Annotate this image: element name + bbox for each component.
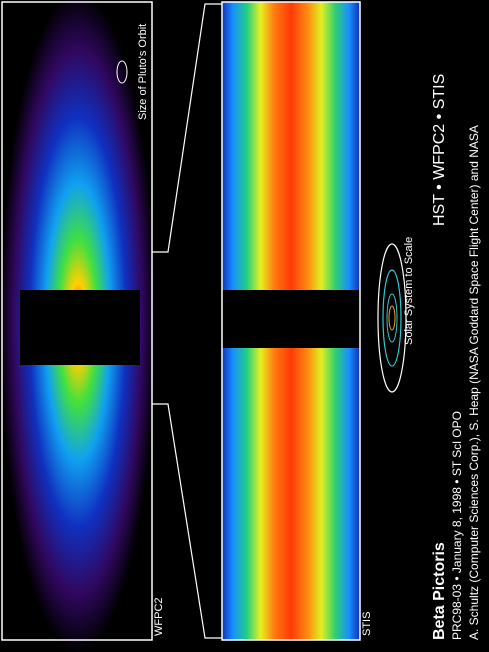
pluto-label: Size of Pluto's Orbit — [137, 24, 149, 120]
image: Size of Pluto's Orbit WFPC2 STIS Solar S… — [0, 0, 489, 652]
wfpc2-label: WFPC2 — [153, 598, 165, 637]
wfpc2-panel: Size of Pluto's Orbit WFPC2 — [0, 0, 165, 652]
caption-title: Beta Pictoris — [431, 542, 448, 640]
caption-credit: A. Schultz (Computer Sciences Corp.), S.… — [467, 125, 481, 640]
scale-label: Solar System to Scale — [403, 237, 415, 345]
stis-panel: STIS — [222, 2, 373, 640]
stis-label: STIS — [361, 612, 373, 636]
occulter — [20, 290, 140, 365]
solar-system-icon — [378, 244, 406, 392]
occulter — [222, 290, 360, 348]
instruments: HST • WFPC2 • STIS — [431, 74, 448, 226]
caption-release: PRC98-03 • January 8, 1998 • ST Scl OPO — [450, 411, 464, 640]
zoom-lines — [152, 4, 222, 638]
